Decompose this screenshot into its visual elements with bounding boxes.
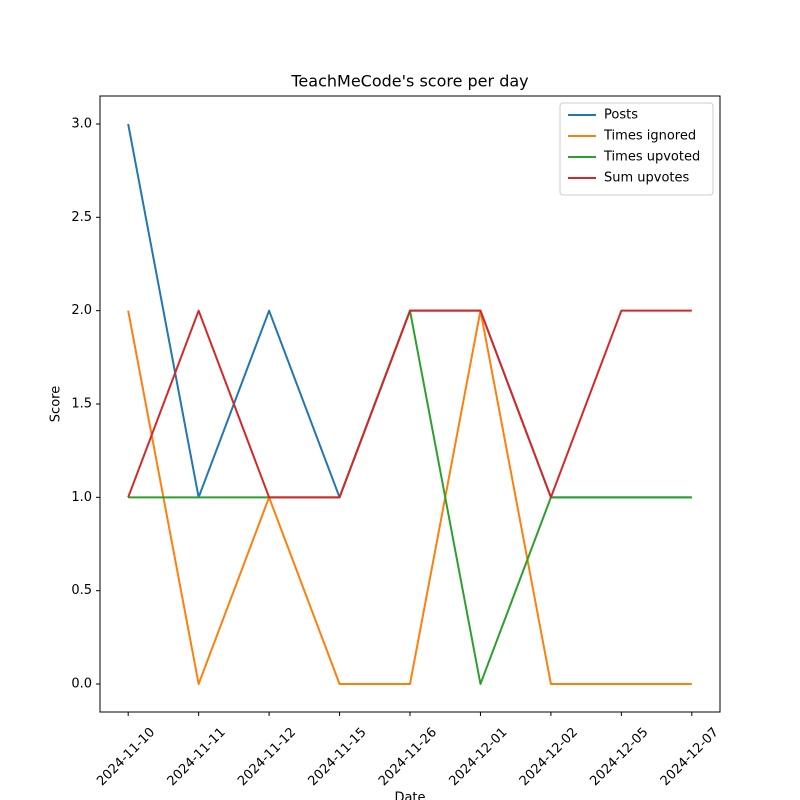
legend-label: Times upvoted <box>603 150 700 165</box>
y-tick-label: 0.0 <box>71 677 92 692</box>
y-tick-label: 0.5 <box>71 583 92 598</box>
legend-label: Posts <box>604 108 638 123</box>
legend-label: Times ignored <box>603 129 696 144</box>
plot-frame <box>99 95 721 713</box>
y-tick-label: 2.0 <box>71 303 92 318</box>
y-axis-label: Score <box>49 386 64 422</box>
y-tick-label: 1.5 <box>71 397 92 412</box>
y-tick-label: 3.0 <box>71 117 92 132</box>
y-tick-label: 2.5 <box>71 210 92 225</box>
x-axis-label: Date <box>394 791 425 800</box>
y-tick-label: 1.0 <box>71 490 92 505</box>
legend-label: Sum upvotes <box>604 171 690 186</box>
legend-frame <box>559 102 714 196</box>
chart-title: TeachMeCode's score per day <box>290 72 528 91</box>
line-series <box>127 309 692 499</box>
line-series <box>127 309 692 685</box>
